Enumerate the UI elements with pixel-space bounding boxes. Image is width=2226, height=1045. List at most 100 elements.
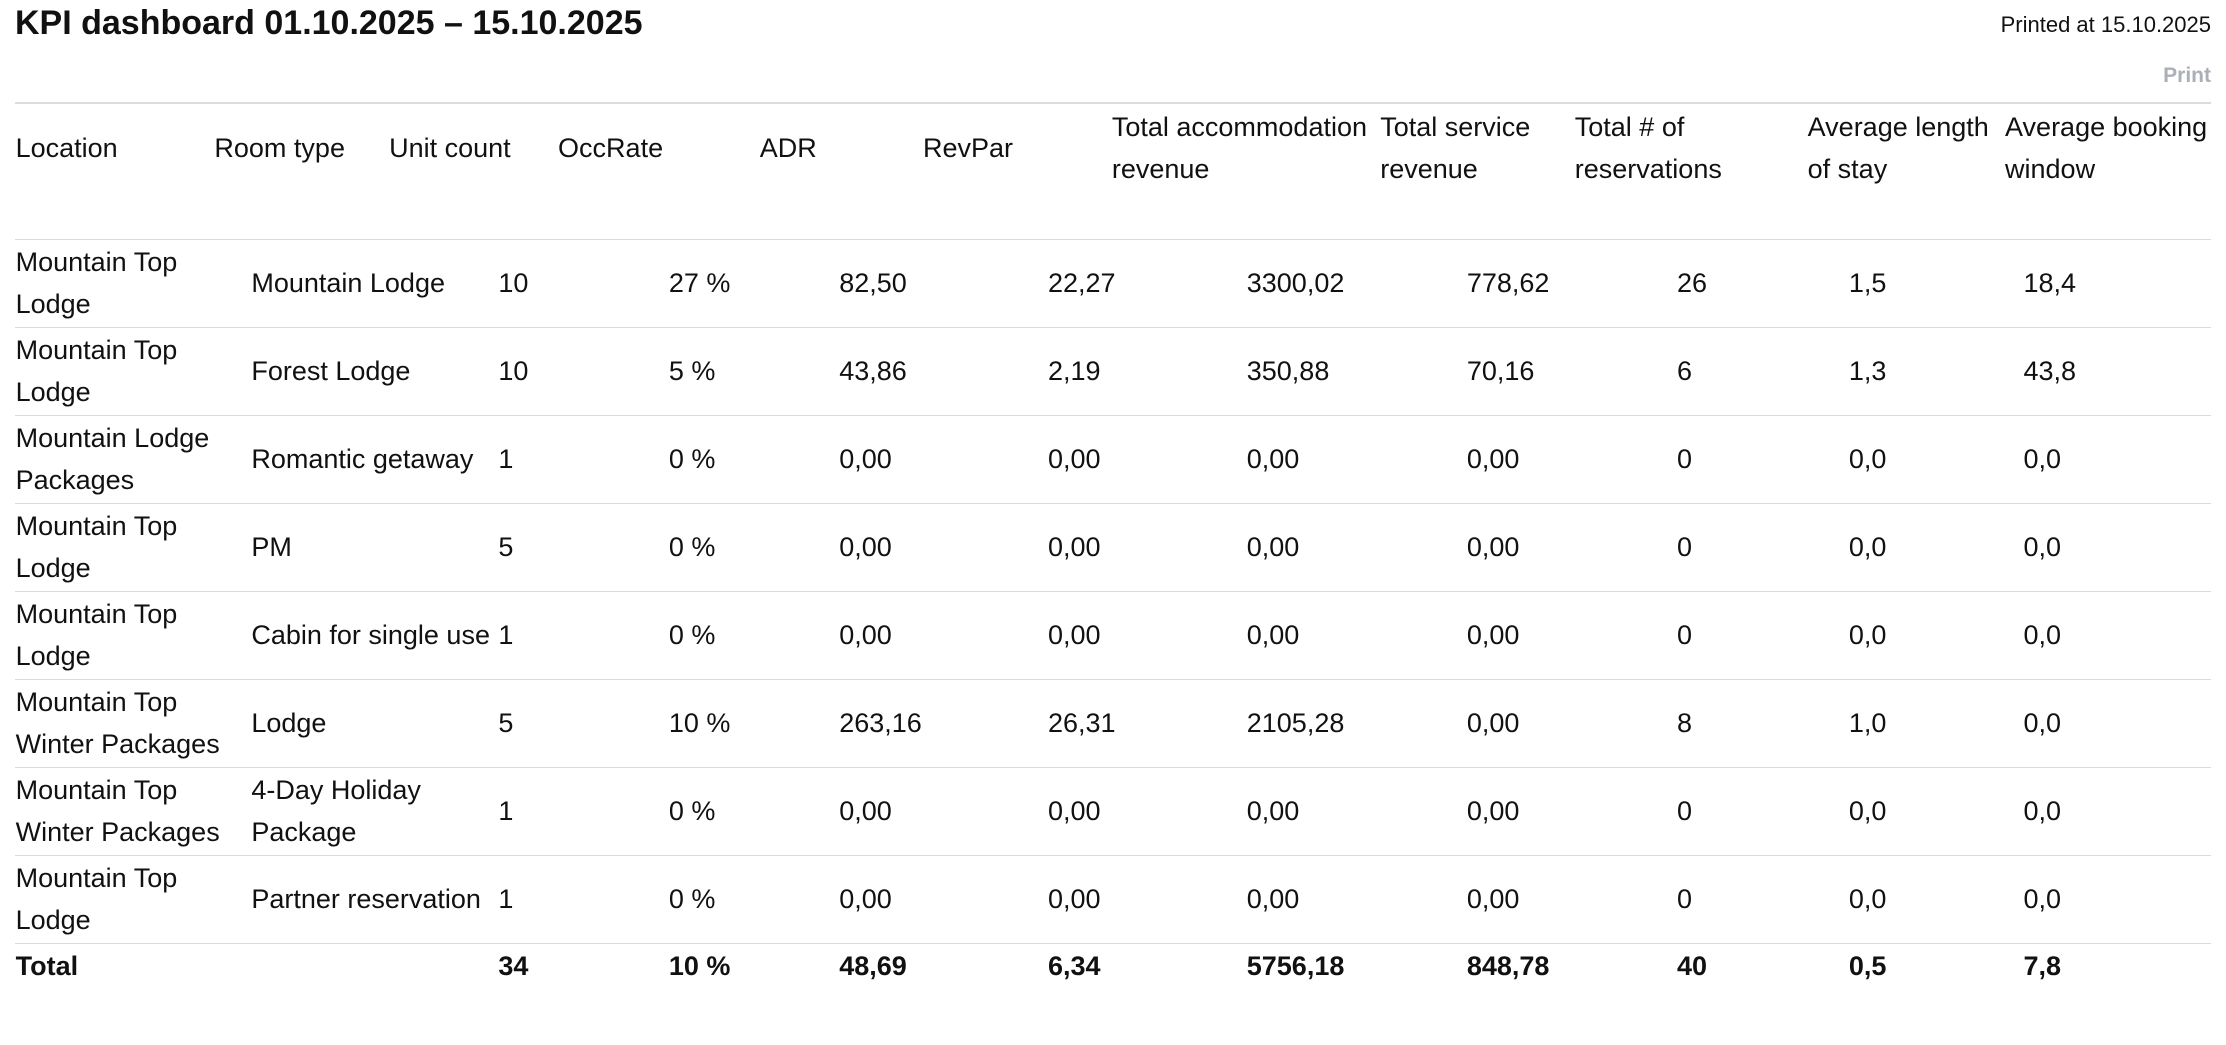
table-cell: 0 % <box>668 531 716 562</box>
print-button[interactable]: Print <box>2163 64 2211 87</box>
table-cell: 10 <box>498 267 529 298</box>
table-cell: 0,00 <box>1246 883 1300 914</box>
table-cell: 0,0 <box>1848 883 1887 914</box>
table-cell: Partner reservation <box>251 883 481 914</box>
table-cell: 26,31 <box>1047 707 1116 738</box>
column-header: Location <box>15 133 118 163</box>
table-cell: 0,00 <box>1047 619 1101 650</box>
title: KPI dashboard 01.10.2025 – 15.10.2025 <box>15 4 643 42</box>
table-cell: 2105,28 <box>1246 707 1345 738</box>
table-cell: 8 <box>1677 707 1693 738</box>
table-cell: 0,00 <box>1047 531 1101 562</box>
table-cell: 263,16 <box>839 707 922 738</box>
table-cell: 0 <box>1677 443 1693 474</box>
table-cell: 1,0 <box>1848 707 1887 738</box>
table-cell: 0 <box>1677 795 1693 826</box>
table-cell: 0,00 <box>1466 619 1520 650</box>
table-cell: 22,27 <box>1047 267 1116 298</box>
table-cell: 70,16 <box>1466 355 1535 386</box>
table-cell: Cabin for single use <box>251 619 490 650</box>
table-cell: 10 % <box>668 707 731 738</box>
table-cell: 27 % <box>668 267 731 298</box>
table-cell: Mountain Lodge <box>251 267 445 298</box>
table-cell: 18,4 <box>2023 267 2077 298</box>
table-cell: 0,0 <box>2023 883 2062 914</box>
table-cell: 0,00 <box>1047 883 1101 914</box>
table-cell: 0,00 <box>839 531 892 562</box>
table-cell: 10 <box>498 355 529 386</box>
table-cell: 82,50 <box>839 267 907 298</box>
table-cell: 0,00 <box>1246 795 1300 826</box>
table-cell: Mountain Lodge Packages <box>15 422 210 495</box>
table-cell: 0,0 <box>2023 443 2062 474</box>
table-cell: 6 <box>1677 355 1693 386</box>
row-divider <box>15 766 2211 769</box>
table-cell: 0,0 <box>2023 619 2062 650</box>
total-cell: 7,8 <box>2023 951 2062 982</box>
table-cell: 0,0 <box>2023 707 2062 738</box>
table-cell: 5 <box>498 707 514 738</box>
table-cell: 0,0 <box>1848 619 1887 650</box>
table-cell: 0,0 <box>1848 443 1887 474</box>
column-header: Total accommodation revenue <box>1111 112 1367 184</box>
table-cell: 0 <box>1677 531 1693 562</box>
table-cell: 0,00 <box>1466 707 1520 738</box>
table-cell: 0,00 <box>1466 531 1520 562</box>
table-cell: 0,00 <box>839 619 892 650</box>
table-cell: 778,62 <box>1466 267 1550 298</box>
table-cell: 350,88 <box>1246 355 1330 386</box>
table-cell: 43,8 <box>2023 355 2077 386</box>
table-cell: 0,00 <box>1246 619 1300 650</box>
row-divider <box>15 590 2211 593</box>
table-cell: 1 <box>498 883 514 914</box>
row-divider <box>15 502 2211 505</box>
table-cell: 2,19 <box>1047 355 1101 386</box>
table-cell: 1 <box>498 795 514 826</box>
table-cell: Lodge <box>251 707 327 738</box>
table-cell: 0,00 <box>1047 795 1101 826</box>
divider <box>15 102 2211 104</box>
printed-date: Printed at 15.10.2025 <box>2000 12 2211 37</box>
table-cell: Mountain Top Lodge <box>15 246 178 319</box>
table-cell: 0,0 <box>2023 795 2062 826</box>
table-cell: 26 <box>1677 267 1708 298</box>
table-cell: Romantic getaway <box>251 443 474 474</box>
table-cell: 0 % <box>668 619 716 650</box>
total-cell: 5756,18 <box>1246 951 1345 982</box>
table-cell: 0,0 <box>1848 795 1887 826</box>
column-header: Unit count <box>389 133 511 163</box>
total-cell: 48,69 <box>839 951 907 982</box>
table-cell: Mountain Top Winter Packages <box>15 686 220 759</box>
table-cell: 1 <box>498 619 514 650</box>
table-cell: 0,00 <box>839 795 892 826</box>
row-divider <box>15 326 2211 329</box>
table-cell: 0,00 <box>1466 883 1520 914</box>
table-cell: Mountain Top Lodge <box>15 598 178 671</box>
table-cell: 0 <box>1677 883 1693 914</box>
table-cell: 0 % <box>668 443 716 474</box>
table-cell: 0,00 <box>1246 443 1300 474</box>
column-header: Total # of reservations <box>1574 112 1722 184</box>
total-cell: 34 <box>498 951 529 982</box>
row-divider <box>15 414 2211 417</box>
table-cell: 5 % <box>668 355 716 386</box>
table-cell: 5 <box>498 531 514 562</box>
row-divider <box>15 678 2211 681</box>
table-cell: 0,00 <box>839 883 892 914</box>
column-header: ADR <box>759 133 817 163</box>
total-cell: 40 <box>1677 951 1708 982</box>
table-cell: 0 % <box>668 883 716 914</box>
table-cell: Forest Lodge <box>251 355 411 386</box>
total-cell: 10 % <box>668 951 731 982</box>
table-cell: 1 <box>498 443 514 474</box>
row-divider <box>15 942 2211 945</box>
total-cell: 0,5 <box>1848 951 1887 982</box>
table-cell: PM <box>251 531 292 562</box>
table-cell: 0,0 <box>2023 531 2062 562</box>
total-cell: Total <box>15 951 79 982</box>
table-cell: 0,00 <box>1047 443 1101 474</box>
table-cell: 0 <box>1677 619 1693 650</box>
table-cell: 43,86 <box>839 355 907 386</box>
column-header: Average length of stay <box>1807 112 1989 184</box>
